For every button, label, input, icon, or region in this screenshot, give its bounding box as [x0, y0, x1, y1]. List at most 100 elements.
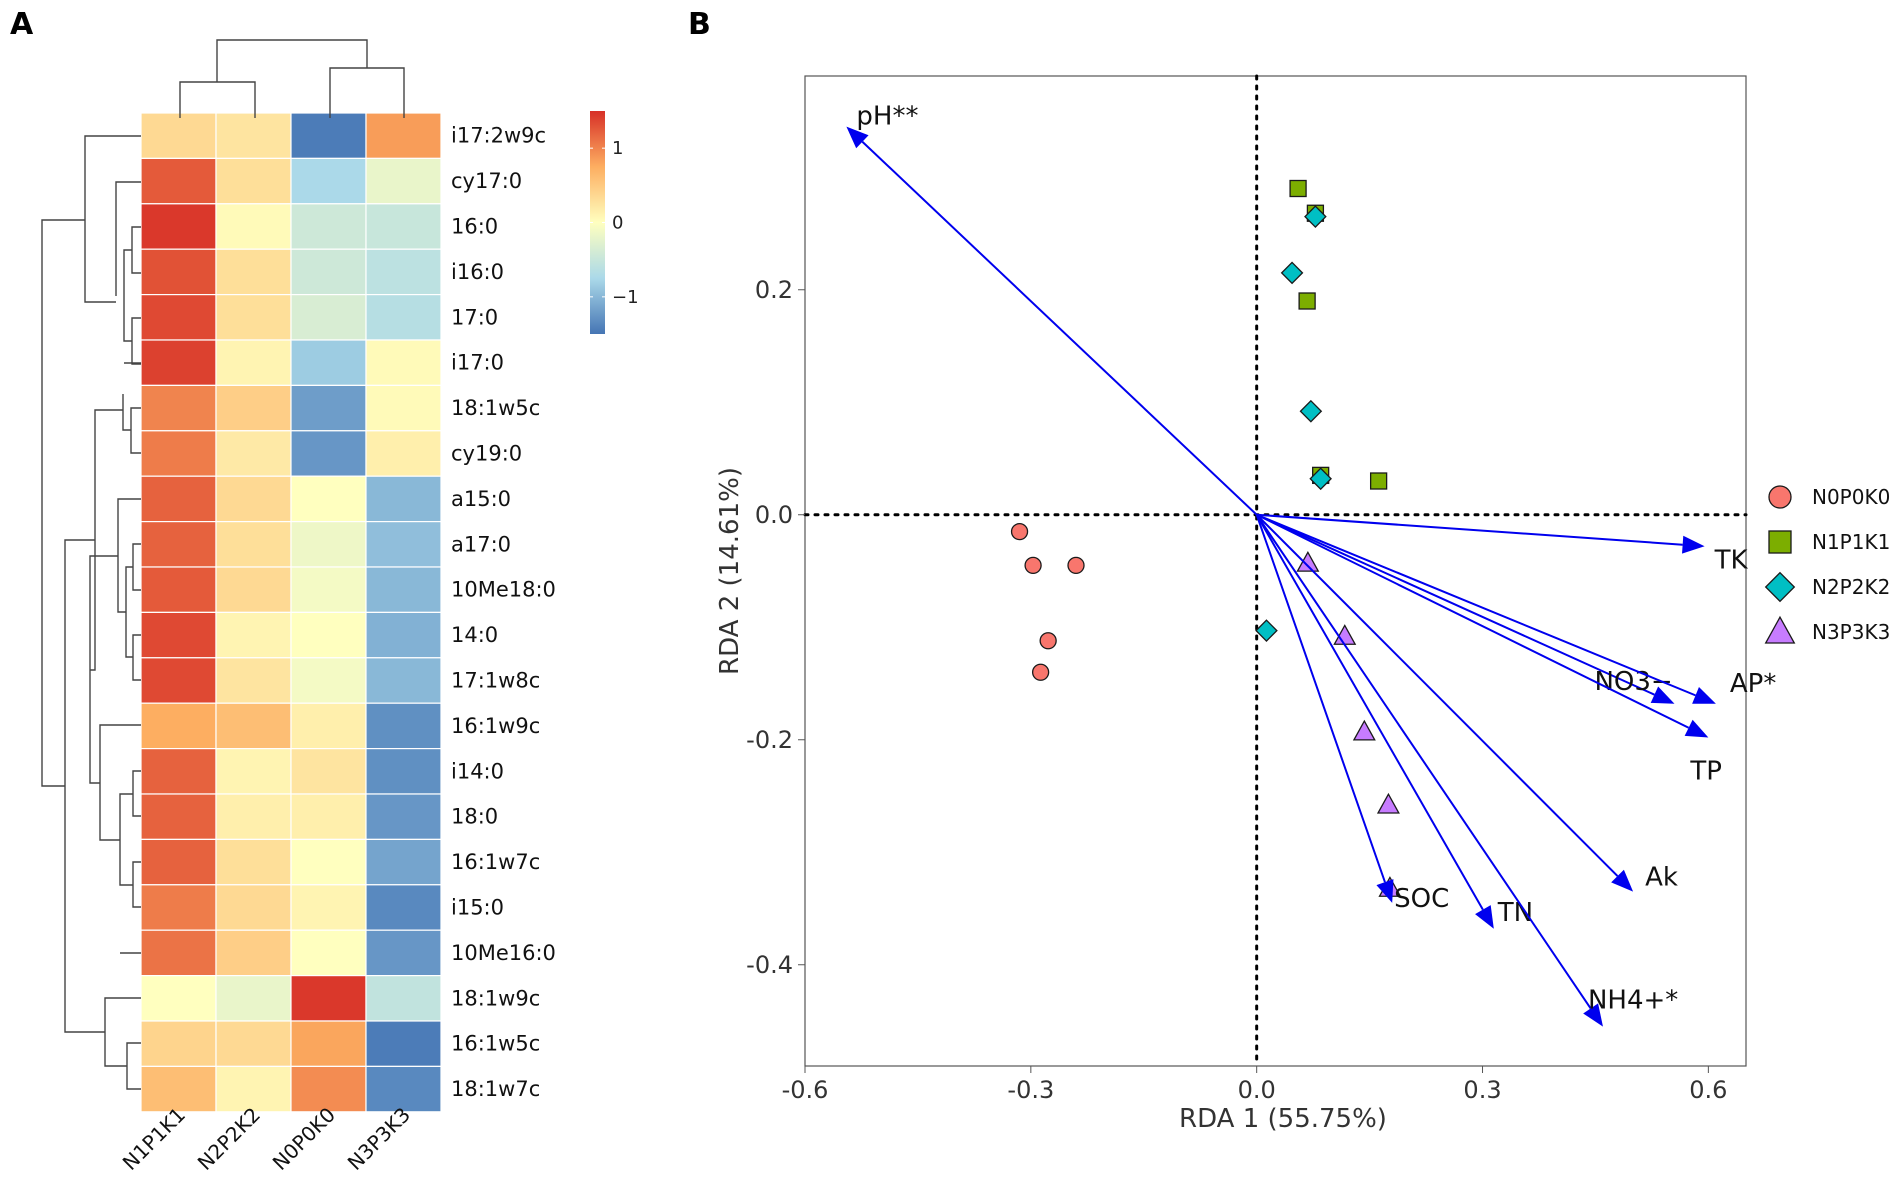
heatmap-row-label: 16:1w7c [451, 850, 540, 874]
legend-label: N0P0K0 [1812, 485, 1890, 509]
heatmap-row-label: i15:0 [451, 896, 504, 920]
heatmap-cell [215, 566, 292, 614]
heatmap-cell [290, 203, 367, 250]
heatmap-row-label: 17:0 [451, 305, 498, 329]
heatmap-cell [290, 611, 367, 659]
legend: N0P0K0 N1P1K1 N2P2K2 N3P3K3 [1764, 485, 1890, 644]
heatmap-row-label: i17:2w9c [451, 124, 546, 148]
heatmap-cell [140, 974, 217, 1022]
vector-line [1255, 514, 1386, 883]
vector-arrowhead [1611, 869, 1634, 892]
heatmap-row-label: a17:0 [451, 532, 511, 556]
heatmap-cell [365, 248, 442, 296]
vector-line [1255, 514, 1484, 911]
x-tick-label: 0.3 [1463, 1076, 1501, 1104]
heatmap-cell [140, 657, 217, 704]
legend-marker-n0p0k0 [1768, 485, 1792, 509]
dendrogram-branch [126, 1042, 141, 1090]
column-dendrogram [179, 39, 405, 118]
heatmap-cell [365, 884, 442, 931]
vector-arrowhead [846, 126, 869, 149]
heatmap-cell [140, 838, 217, 886]
dendrogram-branch [216, 39, 368, 82]
sample-point-n3p3k3 [1376, 792, 1400, 814]
reference-lines [803, 74, 1748, 1068]
heatmap-row-label: i17:0 [451, 351, 504, 375]
legend-label: N2P2K2 [1812, 575, 1890, 599]
sample-point-n1p1k1 [1289, 179, 1307, 198]
sample-point-n0p0k0 [1039, 632, 1057, 650]
sample-point-n2p2k2 [1280, 261, 1304, 285]
heatmap-cell [215, 430, 292, 477]
heatmap-cell [140, 793, 217, 841]
heatmap-row-label: cy19:0 [451, 442, 522, 466]
vector-line [1255, 514, 1619, 877]
heatmap-row-label: 10Me16:0 [451, 941, 556, 965]
heatmap-cells [140, 112, 442, 1113]
sample-point-n0p0k0 [1067, 556, 1085, 575]
heatmap-cell [290, 657, 367, 704]
legend-label: N1P1K1 [1812, 530, 1890, 554]
heatmap-cell [290, 747, 367, 795]
heatmap-cell [365, 203, 442, 250]
vector-line [861, 141, 1258, 516]
dendrogram-branch [41, 219, 85, 787]
heatmap-cell [215, 793, 292, 841]
dendrogram-branch [132, 861, 141, 908]
dendrogram-branch [132, 634, 141, 681]
heatmap-cell [140, 611, 217, 659]
heatmap-cell [215, 112, 292, 160]
vector-label: NO3− [1594, 667, 1672, 697]
environment-vectors: pH** TK NO3− AP* TP Ak SOC TN NH4+* [846, 102, 1776, 1027]
heatmap-row-label: a15:0 [451, 487, 511, 511]
heatmap-cell [215, 974, 292, 1022]
heatmap-cell [290, 566, 367, 614]
heatmap-cell [290, 339, 367, 387]
color-scale-tick-label: −1 [612, 287, 639, 308]
heatmap-cell [215, 475, 292, 523]
dendrogram-branch [117, 498, 141, 613]
y-tick-label: -0.4 [746, 951, 793, 979]
heatmap-cell [290, 112, 367, 160]
heatmap-cell [215, 520, 292, 568]
heatmap-cell [290, 248, 367, 296]
dendrogram-branch [132, 770, 141, 817]
panel-b-letter: B [688, 7, 711, 42]
heatmap-cell [140, 520, 217, 568]
sample-point-n0p0k0 [1031, 663, 1050, 681]
heatmap-column-label: N2P2K2 [193, 1103, 265, 1175]
heatmap-cell [215, 157, 292, 205]
dendrogram-branch [132, 543, 141, 591]
vector-arrowhead [1376, 879, 1394, 903]
heatmap-cell [140, 475, 217, 523]
legend-label: N3P3K3 [1812, 620, 1890, 644]
heatmap-cell [290, 1020, 367, 1068]
y-axis-title: RDA 2 (14.61%) [715, 467, 745, 675]
color-scale-gradient [590, 111, 605, 334]
heatmap-cell [365, 974, 442, 1022]
heatmap-cell [365, 611, 442, 659]
heatmap-cell [140, 566, 217, 614]
heatmap-cell [140, 884, 217, 931]
vector-label: TN [1497, 898, 1533, 928]
heatmap-column-label: N1P1K1 [118, 1103, 190, 1175]
color-scale-tick-label: 1 [612, 138, 623, 159]
heatmap-cell [140, 112, 217, 160]
heatmap-cell [140, 203, 217, 250]
panel-a-letter: A [10, 7, 34, 42]
heatmap-row-label: i16:0 [451, 260, 504, 284]
heatmap-cell [365, 157, 442, 205]
vector-arrowhead [1692, 687, 1716, 704]
sample-point-n1p1k1 [1369, 472, 1388, 490]
heatmap-row-label: 16:1w9c [451, 714, 540, 738]
heatmap-cell [290, 974, 367, 1022]
vector-arrowhead [1475, 905, 1494, 929]
sample-point-n3p3k3 [1352, 719, 1376, 741]
axis-ticks: -0.6 -0.3 0.0 0.3 0.6 0.2 0.0 -0.2 -0.4 [746, 276, 1727, 1104]
heatmap-cell [290, 294, 367, 341]
heatmap-row-label: 17:1w8c [451, 669, 540, 693]
heatmap-row-label: 18:1w9c [451, 986, 540, 1010]
heatmap-row-label: 18:1w5c [451, 396, 540, 420]
sample-point-n2p2k2 [1309, 467, 1332, 491]
sample-point-n2p2k2 [1304, 205, 1327, 228]
